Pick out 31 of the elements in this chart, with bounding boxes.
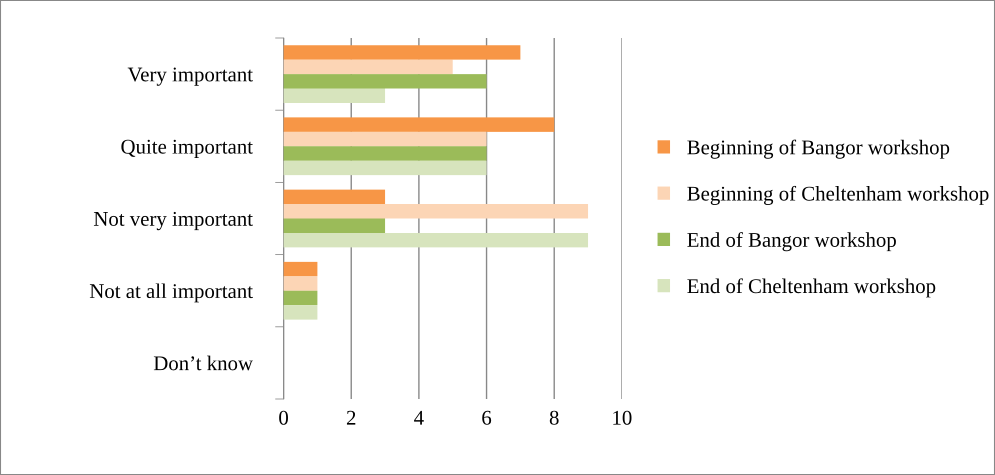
bar: [284, 88, 386, 103]
legend-label: Beginning of Bangor workshop: [687, 140, 950, 159]
y-tick-label: Very important: [128, 68, 253, 86]
legend-label: Beginning of Cheltenham workshop: [687, 186, 989, 205]
y-tick-label: Don’t know: [154, 356, 253, 370]
x-tick-label: 10: [613, 410, 632, 425]
bar: [284, 117, 554, 132]
bar: [284, 190, 386, 204]
y-tick-label: Quite important: [121, 140, 253, 158]
bar: [284, 132, 487, 146]
bar: [284, 160, 487, 176]
bar: [284, 45, 520, 60]
x-tick-label: 6: [482, 410, 492, 425]
x-tick-label: 8: [550, 410, 559, 425]
y-tick-label: Not very important: [94, 212, 253, 230]
x-tick-label: 4: [414, 410, 424, 425]
bar: [284, 218, 386, 233]
bar: [284, 74, 487, 89]
legend-label: End of Bangor workshop: [687, 232, 896, 252]
y-tick-label: Not at all important: [90, 283, 253, 302]
bar: [284, 262, 318, 276]
bar: [284, 146, 487, 161]
bar: [284, 232, 588, 248]
bar: [284, 60, 453, 74]
bar: [284, 204, 588, 218]
bar: [284, 290, 318, 306]
x-tick-label: 0: [279, 410, 288, 425]
x-tick-label: 2: [346, 410, 356, 425]
bar: [284, 276, 318, 291]
bar: [284, 305, 318, 320]
legend-label: End of Cheltenham workshop: [687, 278, 936, 298]
